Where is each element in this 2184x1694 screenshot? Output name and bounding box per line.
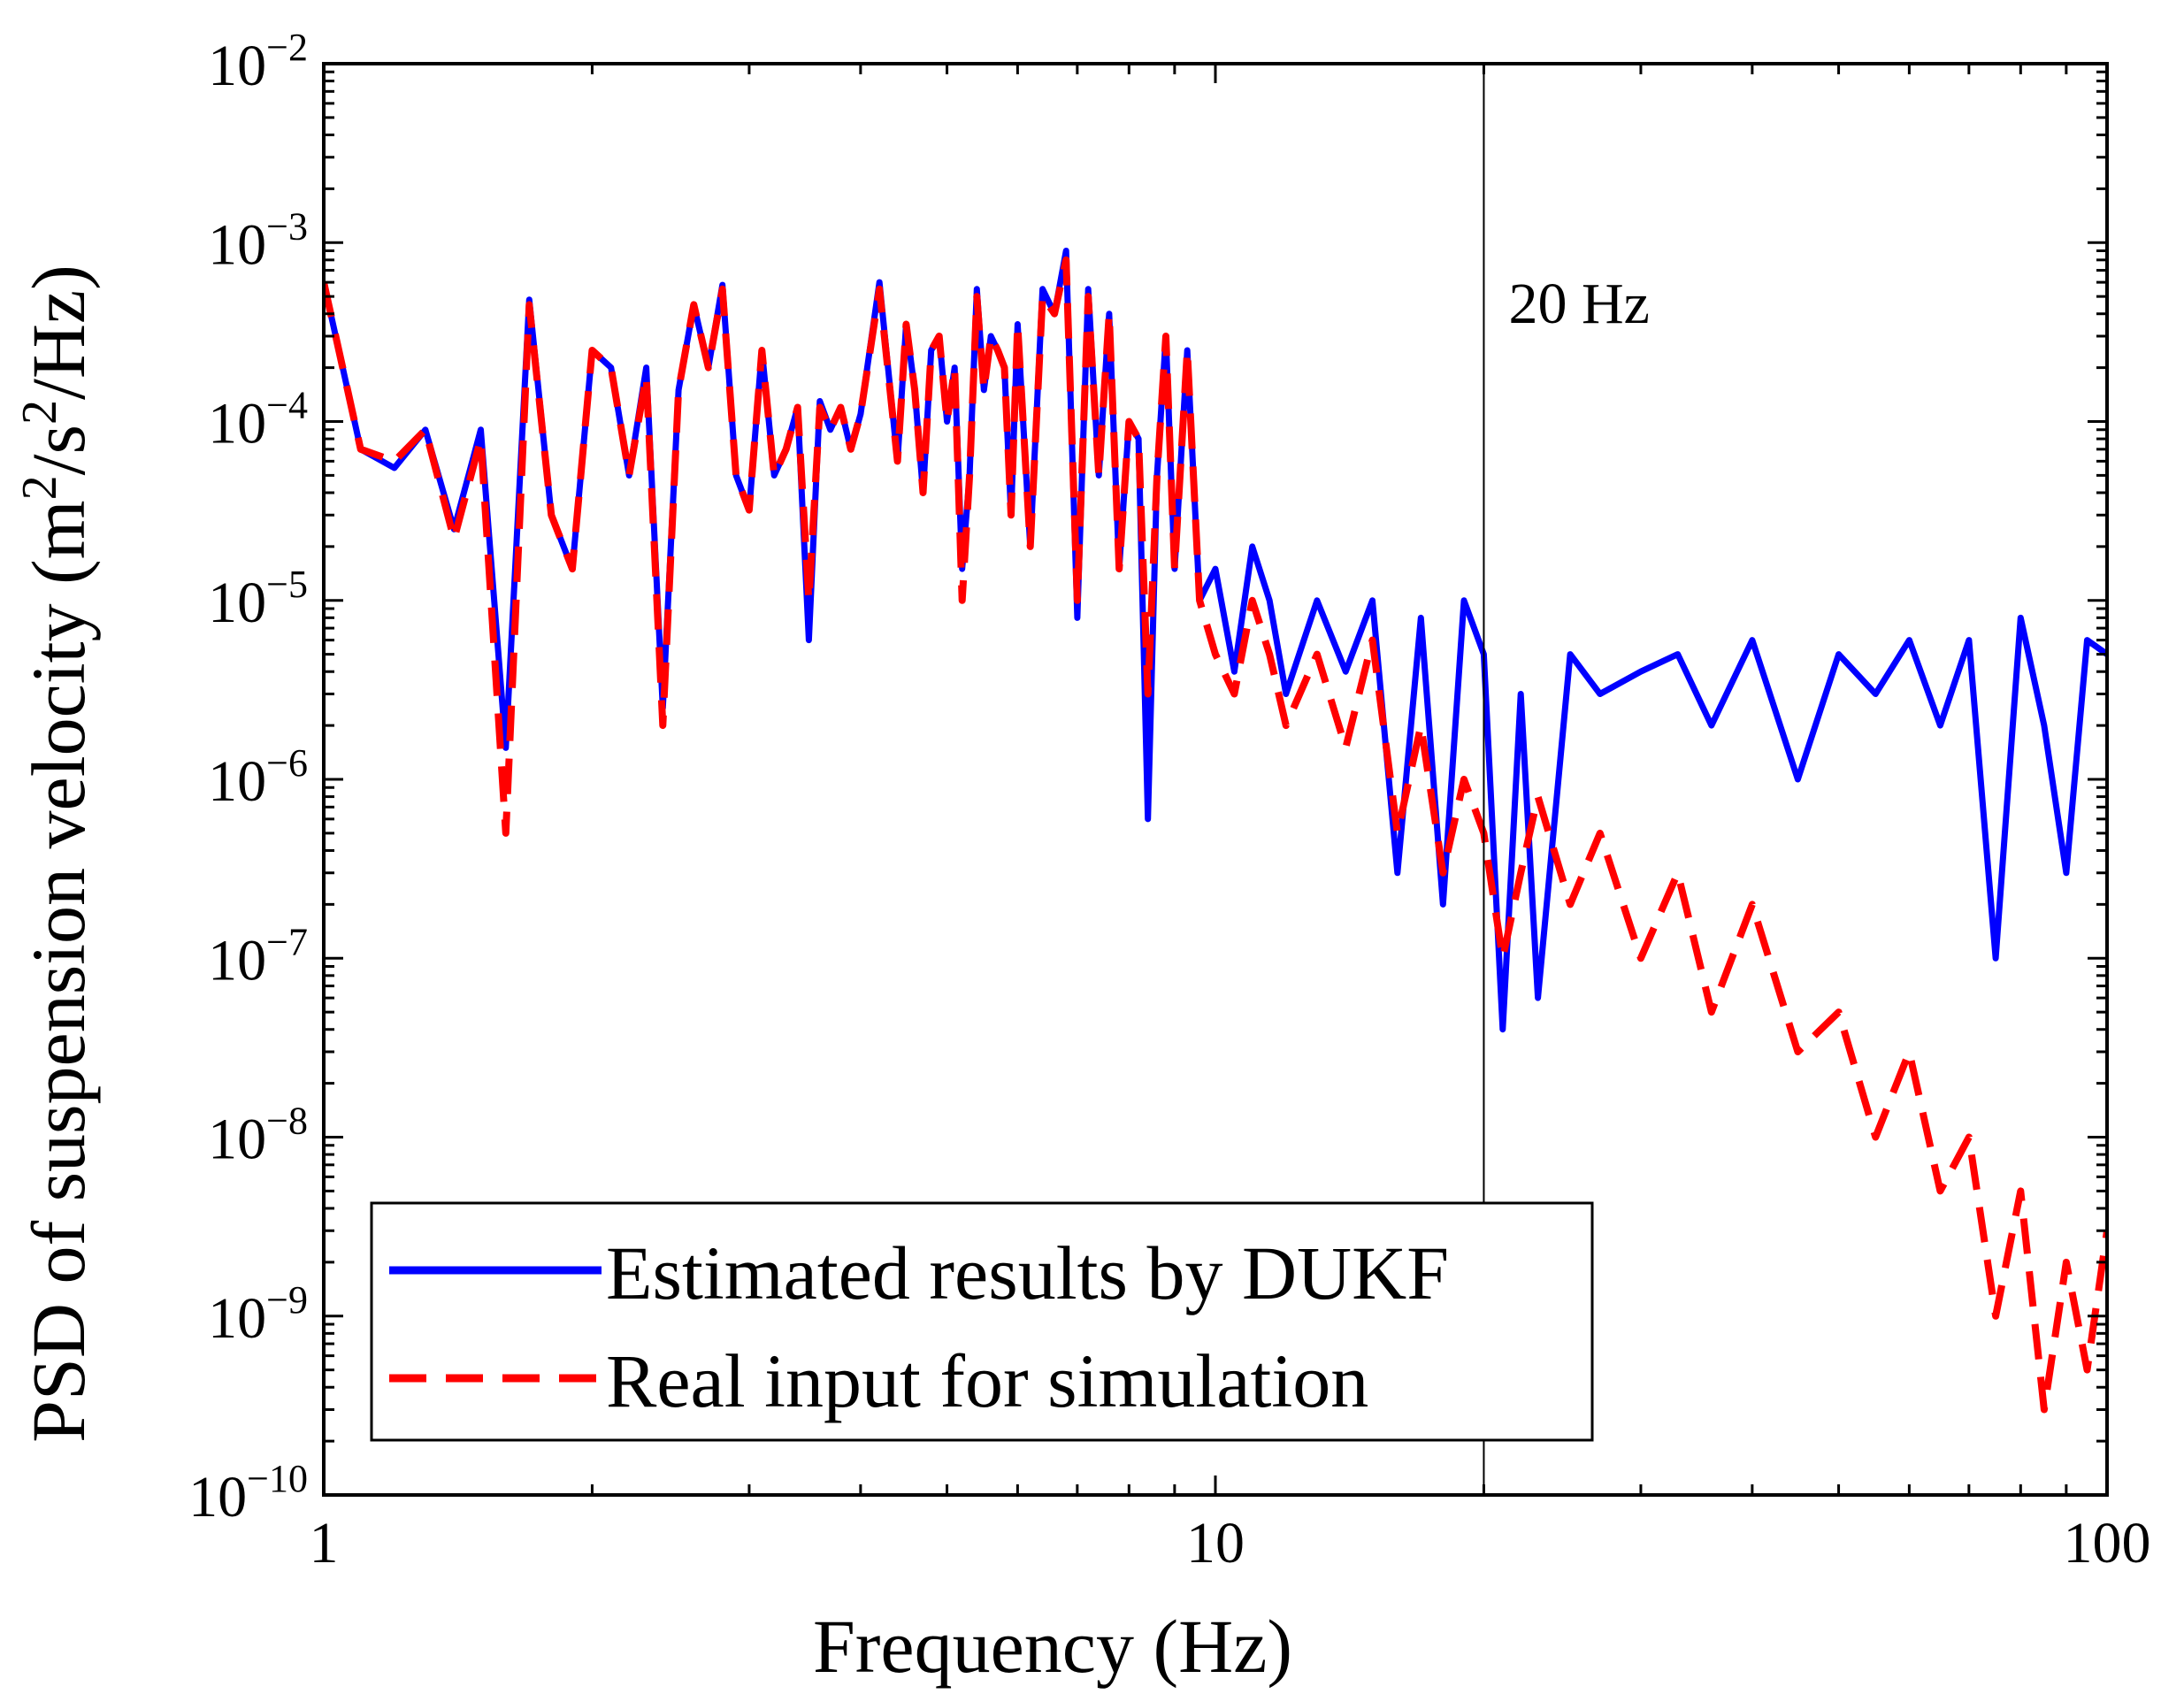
axis-labels: 1 10 100 10−2 10−3 10−4 10−5 10−6 10−7 10−8 10−9 10… (188, 26, 2150, 1575)
y-tick-label: 10−8 (208, 1100, 308, 1172)
x-tick-label: 100 (2064, 1511, 2151, 1575)
series-layer (324, 248, 2107, 1414)
x-axis-label: Frequency (Hz) (813, 1604, 1292, 1689)
y-axis-label: PSD of suspension velocity (m2/s2/Hz) (12, 264, 101, 1443)
y-tick-label: 10−5 (208, 563, 308, 635)
vline-label: 20 Hz (1508, 272, 1649, 336)
legend-box (370, 1201, 1594, 1442)
y-tick-label: 10−9 (208, 1278, 308, 1351)
legend-label-dukf: Estimated results by DUKF (606, 1230, 1449, 1315)
y-tick-label: 10−7 (208, 920, 308, 993)
series-line-real (324, 256, 2107, 1414)
y-tick-label: 10−2 (208, 26, 308, 98)
legend: Estimated results by DUKF Real input for… (370, 1201, 1594, 1442)
y-tick-label: 10−6 (208, 741, 308, 814)
y-tick-label: 10−4 (208, 384, 308, 456)
axis-ticks (322, 64, 2107, 1497)
x-tick-label: 10 (1186, 1511, 1245, 1575)
y-tick-label: 10−3 (208, 204, 308, 277)
y-tick-label: 10−10 (188, 1457, 308, 1529)
legend-label-real: Real input for simulation (606, 1338, 1368, 1423)
x-tick-label: 1 (310, 1511, 339, 1575)
